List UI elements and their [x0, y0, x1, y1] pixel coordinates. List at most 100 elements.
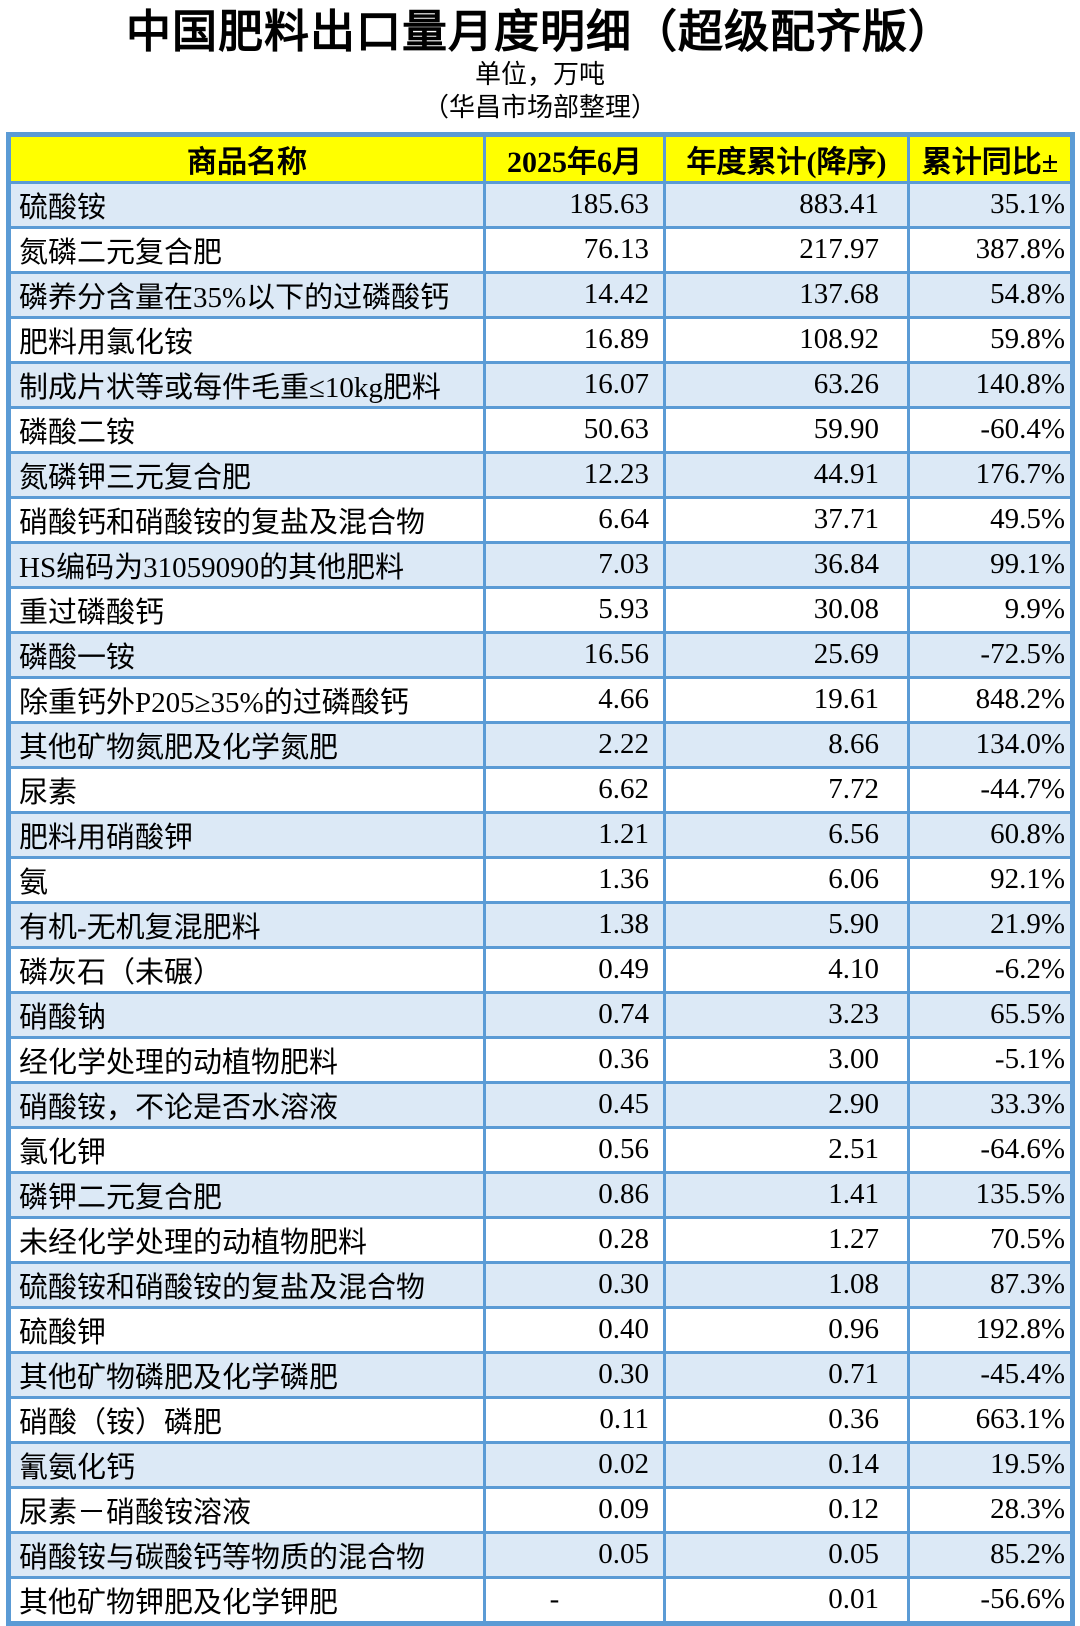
- ytd-value-cell: 883.41: [663, 180, 910, 229]
- june-value-cell: 0.09: [483, 1485, 666, 1534]
- ytd-value-cell: 5.90: [663, 900, 910, 949]
- yoy-value-cell: -6.2%: [907, 945, 1074, 994]
- product-name-cell: 肥料用硝酸钾: [7, 810, 486, 859]
- yoy-value-cell: -5.1%: [907, 1035, 1074, 1084]
- source-subtitle: （华昌市场部整理）: [422, 92, 657, 122]
- june-value-cell: 0.02: [483, 1440, 666, 1489]
- table-row: 硫酸铵 185.63 883.41 35.1%: [7, 180, 1074, 229]
- ytd-value-cell: 1.08: [663, 1260, 910, 1309]
- product-name-cell: HS编码为31059090的其他肥料: [7, 540, 486, 589]
- ytd-value-cell: 2.51: [663, 1125, 910, 1174]
- page-title: 中国肥料出口量月度明细（超级配齐版）: [125, 7, 954, 57]
- june-value-cell: 50.63: [483, 405, 666, 454]
- table-header-row: 商品名称 2025年6月 年度累计(降序) 累计同比±: [7, 132, 1074, 184]
- table-row: 有机-无机复混肥料 1.38 5.90 21.9%: [7, 900, 1074, 949]
- ytd-value-cell: 44.91: [663, 450, 910, 499]
- report-page: 中国肥料出口量月度明细（超级配齐版） 单位，万吨 （华昌市场部整理） 商品名称 …: [0, 6, 1080, 1626]
- june-value-cell: 6.62: [483, 765, 666, 814]
- yoy-value-cell: 9.9%: [907, 585, 1074, 634]
- product-name-cell: 其他矿物氮肥及化学氮肥: [7, 720, 486, 769]
- yoy-value-cell: 70.5%: [907, 1215, 1074, 1264]
- product-name-cell: 硝酸钙和硝酸铵的复盐及混合物: [7, 495, 486, 544]
- yoy-value-cell: 99.1%: [907, 540, 1074, 589]
- ytd-value-cell: 59.90: [663, 405, 910, 454]
- table-row: 硫酸钾 0.40 0.96 192.8%: [7, 1305, 1074, 1354]
- table-row: 肥料用硝酸钾 1.21 6.56 60.8%: [7, 810, 1074, 859]
- june-value-cell: 185.63: [483, 180, 666, 229]
- yoy-value-cell: 92.1%: [907, 855, 1074, 904]
- product-name-cell: 磷养分含量在35%以下的过磷酸钙: [7, 270, 486, 319]
- product-name-cell: 氯化钾: [7, 1125, 486, 1174]
- product-name-cell: 硝酸铵，不论是否水溶液: [7, 1080, 486, 1129]
- june-value-cell: 0.11: [483, 1395, 666, 1444]
- product-name-cell: 氮磷钾三元复合肥: [7, 450, 486, 499]
- ytd-value-cell: 217.97: [663, 225, 910, 274]
- ytd-value-cell: 0.36: [663, 1395, 910, 1444]
- yoy-value-cell: 134.0%: [907, 720, 1074, 769]
- column-header-product-name: 商品名称: [7, 132, 486, 184]
- table-row: 硝酸铵与碳酸钙等物质的混合物 0.05 0.05 85.2%: [7, 1530, 1074, 1579]
- product-name-cell: 其他矿物钾肥及化学钾肥: [7, 1575, 486, 1625]
- june-value-cell: -: [483, 1575, 666, 1625]
- table-row: 硝酸（铵）磷肥 0.11 0.36 663.1%: [7, 1395, 1074, 1444]
- yoy-value-cell: 848.2%: [907, 675, 1074, 724]
- product-name-cell: 硝酸铵与碳酸钙等物质的混合物: [7, 1530, 486, 1579]
- table-row: 磷养分含量在35%以下的过磷酸钙 14.42 137.68 54.8%: [7, 270, 1074, 319]
- ytd-value-cell: 37.71: [663, 495, 910, 544]
- yoy-value-cell: 28.3%: [907, 1485, 1074, 1534]
- product-name-cell: 硫酸铵和硝酸铵的复盐及混合物: [7, 1260, 486, 1309]
- table-row: 氨 1.36 6.06 92.1%: [7, 855, 1074, 904]
- june-value-cell: 16.89: [483, 315, 666, 364]
- ytd-value-cell: 108.92: [663, 315, 910, 364]
- june-value-cell: 0.36: [483, 1035, 666, 1084]
- yoy-value-cell: 19.5%: [907, 1440, 1074, 1489]
- june-value-cell: 0.86: [483, 1170, 666, 1219]
- ytd-value-cell: 0.96: [663, 1305, 910, 1354]
- table-row: 其他矿物钾肥及化学钾肥 -0.01 -56.6%: [7, 1575, 1074, 1625]
- table-row: 肥料用氯化铵 16.89 108.92 59.8%: [7, 315, 1074, 364]
- june-value-cell: 14.42: [483, 270, 666, 319]
- table-row: 尿素－硝酸铵溶液 0.09 0.12 28.3%: [7, 1485, 1074, 1534]
- ytd-value-cell: 4.10: [663, 945, 910, 994]
- yoy-value-cell: 35.1%: [907, 180, 1074, 229]
- ytd-value-cell: 6.06: [663, 855, 910, 904]
- ytd-value-cell: 0.71: [663, 1350, 910, 1399]
- column-header-june-2025: 2025年6月: [483, 132, 666, 184]
- ytd-value-cell: 7.72: [663, 765, 910, 814]
- june-value-cell: 1.36: [483, 855, 666, 904]
- yoy-value-cell: 87.3%: [907, 1260, 1074, 1309]
- table-row: 氮磷二元复合肥 76.13 217.97 387.8%: [7, 225, 1074, 274]
- product-name-cell: 其他矿物磷肥及化学磷肥: [7, 1350, 486, 1399]
- ytd-value-cell: 3.23: [663, 990, 910, 1039]
- product-name-cell: 磷酸二铵: [7, 405, 486, 454]
- ytd-value-cell: 0.01: [663, 1575, 910, 1625]
- product-name-cell: 硝酸（铵）磷肥: [7, 1395, 486, 1444]
- product-name-cell: 尿素－硝酸铵溶液: [7, 1485, 486, 1534]
- june-value-cell: 7.03: [483, 540, 666, 589]
- product-name-cell: 重过磷酸钙: [7, 585, 486, 634]
- june-value-cell: 76.13: [483, 225, 666, 274]
- product-name-cell: 氰氨化钙: [7, 1440, 486, 1489]
- ytd-value-cell: 1.41: [663, 1170, 910, 1219]
- table-row: 磷钾二元复合肥 0.86 1.41 135.5%: [7, 1170, 1074, 1219]
- yoy-value-cell: -72.5%: [907, 630, 1074, 679]
- june-value-cell: 0.56: [483, 1125, 666, 1174]
- june-value-cell: 0.30: [483, 1260, 666, 1309]
- table-row: 氮磷钾三元复合肥 12.23 44.91 176.7%: [7, 450, 1074, 499]
- yoy-value-cell: 135.5%: [907, 1170, 1074, 1219]
- ytd-value-cell: 8.66: [663, 720, 910, 769]
- yoy-value-cell: -56.6%: [907, 1575, 1074, 1625]
- table-row: 硝酸钙和硝酸铵的复盐及混合物 6.64 37.71 49.5%: [7, 495, 1074, 544]
- table-row: 经化学处理的动植物肥料 0.36 3.00 -5.1%: [7, 1035, 1074, 1084]
- table-row: 氰氨化钙 0.02 0.14 19.5%: [7, 1440, 1074, 1489]
- product-name-cell: 未经化学处理的动植物肥料: [7, 1215, 486, 1264]
- yoy-value-cell: -44.7%: [907, 765, 1074, 814]
- table-row: 硝酸钠 0.74 3.23 65.5%: [7, 990, 1074, 1039]
- yoy-value-cell: 387.8%: [907, 225, 1074, 274]
- product-name-cell: 氨: [7, 855, 486, 904]
- june-value-cell: 1.21: [483, 810, 666, 859]
- ytd-value-cell: 137.68: [663, 270, 910, 319]
- ytd-value-cell: 25.69: [663, 630, 910, 679]
- yoy-value-cell: 54.8%: [907, 270, 1074, 319]
- june-value-cell: 0.49: [483, 945, 666, 994]
